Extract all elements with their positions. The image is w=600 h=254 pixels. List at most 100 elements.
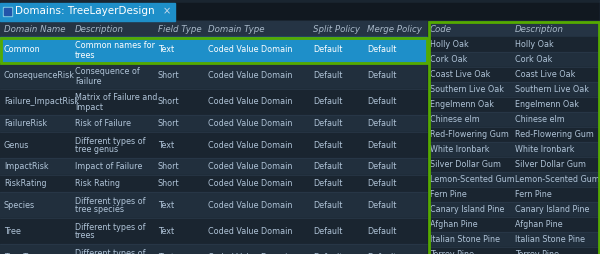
Text: Coded Value Domain: Coded Value Domain — [208, 71, 292, 81]
Text: Fern Pine: Fern Pine — [430, 190, 467, 199]
Text: Default: Default — [367, 45, 397, 55]
Text: Risk of Failure: Risk of Failure — [75, 119, 131, 128]
Text: Default: Default — [313, 140, 343, 150]
Bar — [428, 21, 600, 37]
Text: Short: Short — [158, 71, 179, 81]
Bar — [428, 142, 600, 157]
Text: Merge Policy: Merge Policy — [367, 24, 422, 34]
Text: Italian Stone Pine: Italian Stone Pine — [430, 235, 500, 244]
Text: Holly Oak: Holly Oak — [430, 40, 469, 49]
Text: Different types of: Different types of — [75, 197, 146, 205]
Text: Different types of: Different types of — [75, 223, 146, 231]
Text: Field Type: Field Type — [158, 24, 202, 34]
Bar — [0, 37, 428, 63]
Text: Default: Default — [313, 71, 343, 81]
Text: tree species: tree species — [75, 205, 124, 214]
Text: Default: Default — [313, 45, 343, 55]
Text: Default: Default — [313, 227, 343, 235]
Text: Default: Default — [313, 162, 343, 171]
Text: Default: Default — [313, 200, 343, 210]
Bar — [428, 112, 600, 127]
Text: Italian Stone Pine: Italian Stone Pine — [515, 235, 585, 244]
Text: Short: Short — [158, 119, 179, 128]
Text: Coded Value Domain: Coded Value Domain — [208, 140, 292, 150]
Text: Coded Value Domain: Coded Value Domain — [208, 119, 292, 128]
Text: FailureRisk: FailureRisk — [4, 119, 47, 128]
Bar — [0, 19, 175, 21]
Bar — [428, 67, 600, 82]
Text: Split Policy: Split Policy — [313, 24, 360, 34]
Text: Holly Oak: Holly Oak — [515, 40, 554, 49]
Bar — [428, 217, 600, 232]
Text: Cork Oak: Cork Oak — [515, 55, 553, 64]
Text: Short: Short — [158, 98, 179, 106]
Text: Torrey Pine: Torrey Pine — [515, 250, 559, 254]
Text: Description: Description — [75, 24, 124, 34]
Text: Code: Code — [430, 24, 452, 34]
Bar — [0, 3, 600, 19]
Text: Domain Type: Domain Type — [208, 24, 265, 34]
Bar — [428, 37, 600, 52]
Text: Chinese elm: Chinese elm — [515, 115, 565, 124]
Text: Impact: Impact — [75, 103, 103, 112]
Bar — [0, 115, 428, 132]
Text: Cork Oak: Cork Oak — [430, 55, 467, 64]
Text: Coded Value Domain: Coded Value Domain — [208, 98, 292, 106]
Text: Different types of: Different types of — [75, 248, 146, 254]
Text: Default: Default — [367, 71, 397, 81]
Text: Risk Rating: Risk Rating — [75, 179, 120, 188]
Text: Default: Default — [313, 98, 343, 106]
Text: Short: Short — [158, 162, 179, 171]
Text: Consequence of: Consequence of — [75, 68, 140, 76]
Text: Species: Species — [4, 200, 35, 210]
Text: Default: Default — [367, 227, 397, 235]
Text: Text: Text — [158, 45, 174, 55]
Bar — [0, 244, 428, 254]
Text: Coded Value Domain: Coded Value Domain — [208, 252, 292, 254]
Bar — [428, 187, 600, 202]
Text: Impact of Failure: Impact of Failure — [75, 162, 142, 171]
Text: Different types of: Different types of — [75, 136, 146, 146]
Text: Default: Default — [313, 252, 343, 254]
Text: Chinese elm: Chinese elm — [430, 115, 480, 124]
Text: Text: Text — [158, 252, 174, 254]
Text: trees: trees — [75, 51, 95, 59]
Bar — [3, 7, 12, 16]
Text: Silver Dollar Gum: Silver Dollar Gum — [430, 160, 501, 169]
Text: Domain Name: Domain Name — [4, 24, 65, 34]
Bar — [428, 202, 600, 217]
Text: ImpactRisk: ImpactRisk — [4, 162, 49, 171]
Text: Matrix of Failure and: Matrix of Failure and — [75, 93, 157, 103]
Text: Default: Default — [367, 98, 397, 106]
Text: Red-Flowering Gum: Red-Flowering Gum — [430, 130, 509, 139]
Bar — [0, 3, 175, 19]
Text: Default: Default — [367, 252, 397, 254]
Text: Domains: TreeLayerDesign: Domains: TreeLayerDesign — [15, 6, 155, 16]
Bar — [0, 132, 428, 158]
Text: Torrey Pine: Torrey Pine — [430, 250, 474, 254]
Text: Coast Live Oak: Coast Live Oak — [515, 70, 575, 79]
Text: trees: trees — [75, 231, 95, 241]
Text: ×: × — [163, 6, 171, 16]
Text: White Ironbark: White Ironbark — [430, 145, 490, 154]
Bar — [1, 38, 427, 62]
Text: Engelmenn Oak: Engelmenn Oak — [515, 100, 579, 109]
Text: Default: Default — [367, 162, 397, 171]
Text: White Ironbark: White Ironbark — [515, 145, 575, 154]
Text: Coded Value Domain: Coded Value Domain — [208, 227, 292, 235]
Text: Text: Text — [158, 200, 174, 210]
Text: Afghan Pine: Afghan Pine — [515, 220, 563, 229]
Bar — [428, 172, 600, 187]
Bar — [0, 218, 428, 244]
Text: Failure: Failure — [75, 76, 101, 86]
Text: Afghan Pine: Afghan Pine — [430, 220, 478, 229]
Bar — [428, 247, 600, 254]
Text: Default: Default — [367, 119, 397, 128]
Bar — [428, 127, 600, 142]
Text: Lemon-Scented Gum: Lemon-Scented Gum — [430, 175, 515, 184]
Text: ConsequenceRisk: ConsequenceRisk — [4, 71, 75, 81]
Bar — [0, 192, 428, 218]
Text: Lemon-Scented Gum: Lemon-Scented Gum — [515, 175, 600, 184]
Bar — [0, 63, 428, 89]
Text: Coded Value Domain: Coded Value Domain — [208, 162, 292, 171]
